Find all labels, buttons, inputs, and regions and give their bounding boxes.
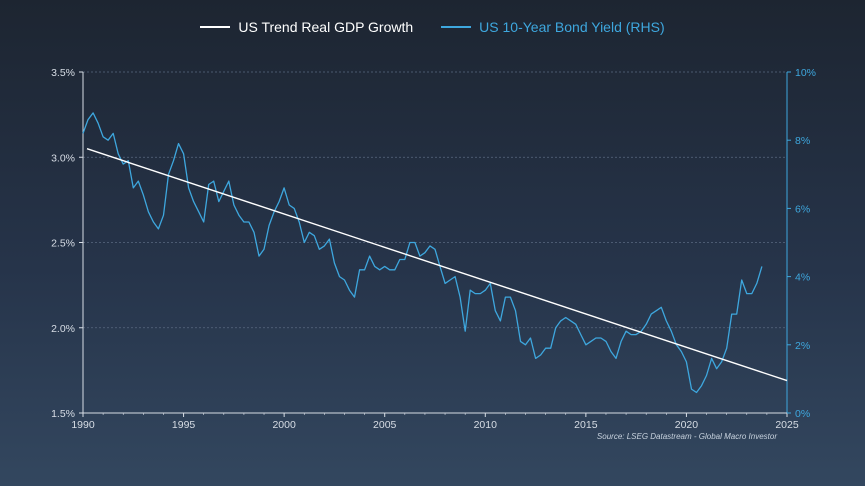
x-tick-label: 2020	[675, 419, 699, 431]
y-right-tick-label: 6%	[795, 203, 810, 215]
legend-label-yield: US 10-Year Bond Yield (RHS)	[479, 19, 665, 35]
y-left-tick-label: 2.0%	[51, 323, 75, 335]
legend-label-gdp: US Trend Real GDP Growth	[238, 19, 414, 35]
legend-swatch-gdp	[200, 26, 231, 28]
y-right-tick-label: 0%	[795, 408, 810, 420]
y-right-tick-label: 8%	[795, 135, 810, 147]
y-left-tick-label: 3.0%	[51, 152, 75, 164]
chart-legend: US Trend Real GDP Growth US 10-Year Bond…	[0, 19, 865, 35]
x-tick-label: 2000	[272, 419, 296, 431]
y-left-tick-label: 2.5%	[51, 238, 75, 250]
x-tick-label: 1995	[172, 419, 196, 431]
x-tick-label: 2025	[775, 419, 799, 431]
x-tick-label: 1990	[71, 419, 95, 431]
y-right-tick-label: 4%	[795, 272, 810, 284]
x-tick-label: 2010	[474, 419, 498, 431]
y-right-tick-label: 2%	[795, 340, 810, 352]
legend-item-gdp: US Trend Real GDP Growth	[200, 19, 413, 35]
x-tick-label: 2005	[373, 419, 397, 431]
legend-item-yield: US 10-Year Bond Yield (RHS)	[441, 19, 665, 35]
y-right-tick-label: 10%	[795, 67, 816, 79]
source-note: Source: LSEG Datastream - Global Macro I…	[596, 432, 777, 441]
y-left-tick-label: 1.5%	[51, 408, 75, 420]
legend-swatch-yield	[441, 26, 472, 28]
series-line-us-trend-gdp	[86, 148, 788, 382]
series-line-us-10y-yield	[82, 112, 763, 394]
x-tick-label: 2015	[574, 419, 598, 431]
y-left-tick-label: 3.5%	[51, 67, 75, 79]
